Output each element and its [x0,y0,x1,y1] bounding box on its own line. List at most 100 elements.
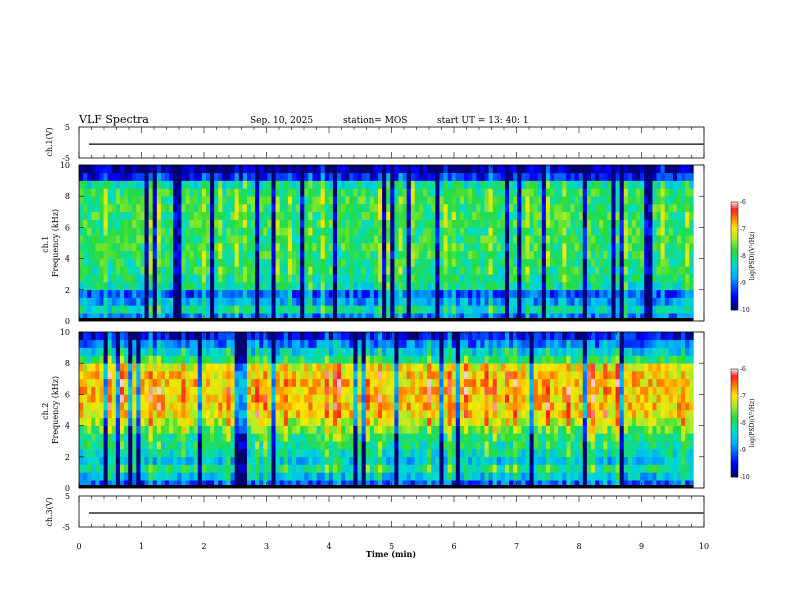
spectrogram-cell [255,196,260,205]
spectrogram-cell [95,441,100,450]
spectrogram-cell [509,180,514,189]
spectrogram-cell [83,188,88,197]
spectrogram-cell [275,449,280,458]
spectrogram-cell [476,227,481,236]
spectrogram-cell [328,180,334,189]
spectrogram-cell [562,180,567,189]
spectrogram-cell [259,305,264,314]
spectrogram-cell [443,441,448,450]
spectrogram-cell [144,289,149,298]
spectrogram-cell [197,355,203,364]
spectrogram-cell [611,204,616,213]
spectrogram-cell [177,227,182,236]
spectrogram-cell [595,188,600,197]
spectrogram-cell [304,258,309,267]
spectrogram-cell [234,165,240,174]
spectrogram-cell [545,196,551,205]
spectrogram-cell [119,258,125,267]
spectrogram-cell [476,243,481,252]
spectrogram-cell [173,371,178,380]
spectrogram-cell [242,402,248,411]
spectrogram-cell [128,235,133,244]
spectrogram-cell [193,211,199,220]
spectrogram-cell [378,355,383,364]
spectrogram-cell [185,347,190,356]
spectrogram-cell [689,180,694,189]
spectrogram-cell [394,417,399,426]
spectrogram-cell [525,289,530,298]
spectrogram-cell [373,274,379,283]
spectrogram-cell [398,363,403,372]
colorbar-step [731,306,738,309]
spectrogram-cell [218,339,223,348]
spectrogram-cell [464,258,469,267]
spectrogram-cell [353,165,358,174]
spectrogram-cell [644,180,649,189]
spectrogram-cell [492,172,498,181]
spectrogram-cell [259,172,264,181]
spectrogram-cell [79,266,84,275]
spectrogram-cell [300,386,305,395]
spectrogram-cell [558,196,563,205]
spectrogram-cell [210,266,215,275]
spectrogram-cell [87,172,92,181]
spectrogram-cell [218,378,223,387]
spectrogram-cell [283,165,289,174]
spectrogram-cell [423,274,428,283]
spectrogram-cell [672,188,678,197]
spectrogram-cell [545,165,551,174]
spectrogram-cell [345,332,350,341]
spectrogram-cell [586,289,592,298]
spectrogram-cell [267,227,272,236]
spectrogram-cell [550,180,555,189]
spectrogram-cell [205,363,211,372]
spectrogram-cell [541,235,547,244]
spectrogram-cell [554,180,559,189]
spectrogram-cell [672,243,678,252]
spectrogram-cell [341,243,346,252]
spectrogram-cell [259,289,264,298]
spectrogram-cell [103,363,108,372]
spectrogram-cell [115,417,121,426]
spectrogram-cell [205,313,211,322]
spectrogram-cell [308,219,313,228]
spectrogram-cell [443,433,448,442]
spectrogram-cell [345,417,350,426]
spectrogram-cell [361,402,367,411]
spectrogram-cell [459,472,465,481]
spectrogram-cell [558,204,563,213]
spectrogram-cell [349,371,354,380]
spectrogram-cell [152,441,158,450]
spectrogram-cell [582,180,588,189]
spectrogram-cell [582,266,588,275]
spectrogram-cell [529,258,534,267]
spectrogram-cell [349,347,354,356]
spectrogram-cell [627,258,633,267]
spectrogram-cell [152,227,158,236]
spectrogram-cell [566,165,571,174]
spectrogram-cell [111,347,117,356]
spectrogram-cell [91,297,96,306]
spectrogram-cell [410,386,416,395]
spectrogram-cell [496,258,502,267]
spectrogram-cell [550,196,555,205]
spectrogram-cell [439,332,444,341]
spectrogram-cell [136,282,141,291]
spectrogram-cell [132,227,137,236]
colorbar-step [731,228,738,231]
spectrogram-cell [148,425,154,434]
spectrogram-cell [406,313,412,322]
spectrogram-cell [394,378,399,387]
spectrogram-cell [165,355,170,364]
spectrogram-cell [369,258,375,267]
spectrogram-cell [631,274,637,283]
colorbar-step [731,296,738,299]
spectrogram-cell [427,480,432,489]
spectrogram-cell [365,243,371,252]
spectrogram-cell [582,235,588,244]
spectrogram-cell [238,402,244,411]
spectrogram-cell [263,433,268,442]
spectrogram-cell [263,204,268,213]
spectrogram-cell [308,464,313,473]
